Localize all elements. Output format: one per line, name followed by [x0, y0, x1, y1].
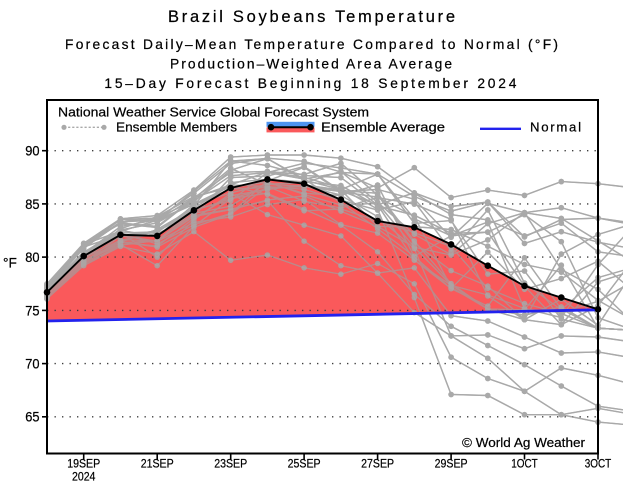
- svg-text:2024: 2024: [72, 470, 96, 484]
- svg-text:65: 65: [25, 410, 40, 425]
- svg-text:25SEP: 25SEP: [288, 456, 321, 470]
- svg-text:80: 80: [25, 250, 40, 265]
- svg-text:23SEP: 23SEP: [214, 456, 247, 470]
- svg-text:70: 70: [25, 357, 40, 372]
- svg-text:27SEP: 27SEP: [361, 456, 394, 470]
- svg-text:Forecast Daily–Mean Temperatur: Forecast Daily–Mean Temperature Compared…: [65, 37, 558, 52]
- svg-text:19SEP: 19SEP: [67, 456, 100, 470]
- svg-text:National Weather Service Globa: National Weather Service Global Forecast…: [58, 105, 369, 120]
- svg-text:Ensemble Average: Ensemble Average: [321, 120, 445, 135]
- svg-text:85: 85: [25, 197, 40, 212]
- svg-text:29SEP: 29SEP: [435, 456, 468, 470]
- svg-text:Normal: Normal: [530, 120, 581, 135]
- svg-text:Brazil Soybeans Temperature: Brazil Soybeans Temperature: [168, 8, 455, 26]
- svg-text:°F: °F: [3, 255, 17, 270]
- svg-text:90: 90: [25, 144, 40, 159]
- svg-text:Production–Weighted Area Avera: Production–Weighted Area Average: [170, 56, 452, 71]
- svg-text:Ensemble Members: Ensemble Members: [116, 120, 237, 135]
- svg-text:21SEP: 21SEP: [141, 456, 174, 470]
- svg-text:3OCT: 3OCT: [585, 456, 612, 470]
- svg-text:15–Day Forecast Beginning 18 S: 15–Day Forecast Beginning 18 September 2…: [104, 76, 516, 91]
- svg-text:© World Ag Weather: © World Ag Weather: [462, 436, 585, 450]
- svg-text:1OCT: 1OCT: [511, 456, 538, 470]
- svg-text:75: 75: [25, 303, 40, 318]
